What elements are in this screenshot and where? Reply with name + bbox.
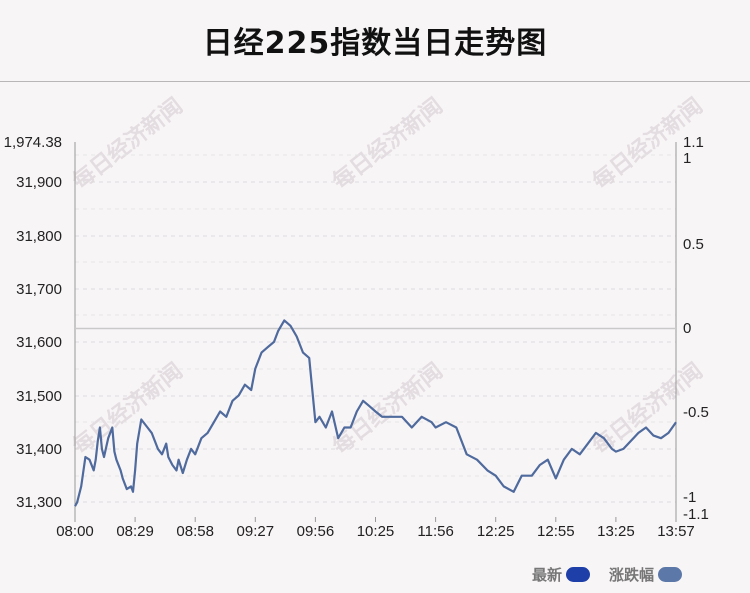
x-axis-ticks: 08:00 08:29 08:58 09:27 09:56 10:25 11:56 12:25…: [56, 517, 695, 540]
watermark-text: 每日经济新闻: [68, 93, 188, 195]
legend-item-change[interactable]: 涨跌幅: [609, 564, 683, 585]
y2-axis-ticks: 1.11 0.5 0 -0.5 -1-1.1: [683, 134, 709, 523]
x-tick-label: 12:55: [537, 523, 575, 540]
y-tick-label: 31,600: [16, 334, 62, 351]
y-tick-label: 1,974.38: [4, 134, 62, 151]
y-tick-label: 31,800: [16, 228, 62, 245]
x-tick-label: 13:25: [597, 523, 635, 540]
watermark-text: 每日经济新闻: [328, 93, 448, 195]
legend-item-latest[interactable]: 最新: [532, 564, 591, 585]
x-tick-label: 09:27: [237, 523, 275, 540]
x-tick-label: 11:56: [417, 523, 453, 540]
y2-tick-label: 1.1: [683, 134, 704, 151]
legend-swatch-latest: [566, 567, 591, 582]
x-tick-label: 10:25: [357, 523, 395, 540]
y-tick-label: 31,400: [16, 441, 62, 458]
y2-tick-label: 0: [683, 320, 691, 337]
y-tick-label: 31,900: [16, 174, 62, 191]
y2-tick-label: 0.5: [683, 236, 704, 253]
series-line-latest: [74, 319, 677, 507]
x-tick-label: 13:57: [657, 523, 695, 540]
chart-title: 日经225指数当日走势图: [202, 26, 548, 61]
legend-label-change: 涨跌幅: [609, 566, 655, 584]
x-tick-label: 08:29: [116, 523, 154, 540]
y2-tick-label: -1.1: [683, 506, 709, 523]
legend-label-latest: 最新: [532, 566, 563, 584]
y-axis-ticks: 1,974.38 31,900 31,800 31,700 31,600 31,500 31…: [4, 134, 62, 511]
x-tick-label: 08:58: [176, 523, 214, 540]
y2-tick-label: -0.5: [683, 404, 709, 421]
x-tick-label: 09:56: [297, 523, 335, 540]
y2-tick-label: 1: [683, 150, 691, 167]
y-tick-label: 31,700: [16, 281, 62, 298]
legend-swatch-change: [658, 567, 683, 582]
x-tick-label: 12:25: [477, 523, 515, 540]
x-tick-label: 08:00: [56, 523, 94, 540]
y-tick-label: 31,300: [16, 494, 62, 511]
watermark-text: 每日经济新闻: [328, 358, 448, 460]
y-tick-label: 31,500: [16, 388, 62, 405]
title-divider: [0, 81, 750, 82]
watermark-text: 每日经济新闻: [68, 358, 188, 460]
y2-tick-label: -1: [683, 489, 696, 506]
